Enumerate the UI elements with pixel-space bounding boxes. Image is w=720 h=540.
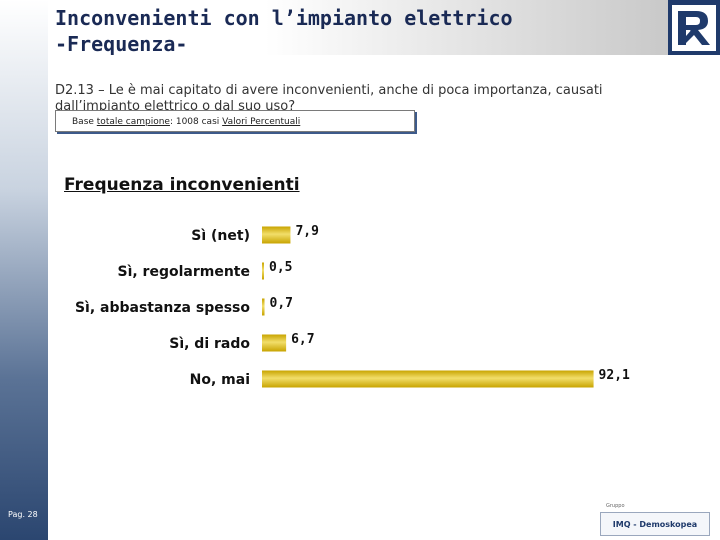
title-line-2: -Frequenza-: [55, 32, 188, 56]
category-label: Sì, abbastanza spesso: [75, 300, 250, 316]
value-label: 0,5: [269, 260, 292, 275]
title-line-1: Inconvenienti con l’impianto elettrico: [55, 6, 513, 30]
base-prefix: Base: [72, 117, 97, 127]
bar-chart: Sì (net) 7,9 Sì, regolarmente 0,5 Sì, abbast…: [75, 224, 630, 388]
brand-logo: [668, 0, 720, 55]
value-label: 92,1: [599, 368, 630, 383]
base-info-box: Base totale campione: 1008 casi Valori P…: [55, 110, 415, 132]
chart-title: Frequenza inconvenienti: [64, 175, 300, 195]
bar: [262, 298, 265, 316]
footer-logo: IMQ - Demoskopea: [600, 512, 710, 536]
value-label: 0,7: [270, 296, 293, 311]
bar: [262, 226, 291, 244]
logo-mark-icon: [672, 4, 716, 51]
category-label: No, mai: [190, 372, 250, 388]
value-label: 6,7: [291, 332, 314, 347]
bar: [262, 370, 594, 388]
base-values-link[interactable]: Valori Percentuali: [222, 117, 301, 127]
base-middle: : 1008 casi: [169, 117, 223, 127]
category-label: Sì (net): [191, 228, 250, 244]
base-sample-link[interactable]: totale campione: [96, 117, 170, 127]
bar: [262, 262, 264, 280]
header-band: [48, 0, 668, 55]
value-label: 7,9: [295, 224, 318, 239]
category-label: Sì, di rado: [169, 336, 250, 352]
category-label: Sì, regolarmente: [117, 264, 250, 280]
page-number: Pag. 28: [8, 510, 38, 519]
sidebar-gradient: [0, 0, 48, 540]
footer-logo-small: Gruppo: [606, 503, 625, 509]
page-title: Inconvenienti con l’impianto elettrico -…: [55, 5, 513, 57]
bar: [262, 334, 287, 352]
